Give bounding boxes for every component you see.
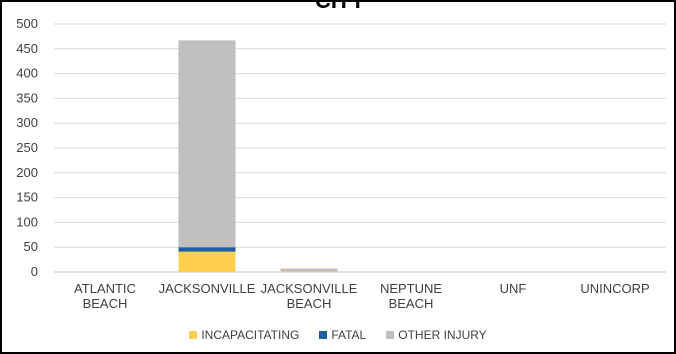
y-tick-label: 400: [16, 66, 38, 81]
legend: INCAPACITATING FATAL OTHER INJURY: [2, 328, 674, 342]
bar-segment: [178, 40, 236, 248]
x-tick-label: JACKSONVILLE BEACH: [261, 281, 358, 311]
legend-label: INCAPACITATING: [201, 328, 300, 342]
y-tick-label: 50: [24, 239, 38, 254]
legend-swatch: [319, 331, 328, 339]
legend-swatch: [189, 331, 198, 339]
y-tick-label: 300: [16, 115, 38, 130]
bar-segment: [178, 251, 236, 272]
legend-item: INCAPACITATING: [189, 328, 299, 342]
legend-item: FATAL: [319, 328, 366, 342]
y-tick-label: 200: [16, 165, 38, 180]
y-tick-label: 450: [16, 41, 38, 56]
chart-title: CITY: [314, 0, 366, 13]
y-tick-label: 250: [16, 140, 38, 155]
x-tick-label: UNINCORP: [580, 281, 649, 296]
legend-label: OTHER INJURY: [398, 328, 487, 342]
legend-swatch: [386, 331, 395, 339]
x-tick-label: NEPTUNE BEACH: [380, 281, 442, 311]
legend-item: OTHER INJURY: [386, 328, 487, 342]
x-tick-label: ATLANTIC BEACH: [74, 281, 136, 311]
y-tick-label: 350: [16, 90, 38, 105]
y-tick-label: 150: [16, 190, 38, 205]
legend-label: FATAL: [331, 328, 367, 342]
x-tick-label: UNF: [500, 281, 527, 296]
plot-area: 0 50 100 150 200 250 300 350 400 450 500 ATLANTIC BE…: [16, 16, 666, 311]
x-tick-label: JACKSONVILLE: [159, 281, 256, 296]
y-tick-label: 0: [31, 264, 38, 279]
bar-segment: [280, 268, 338, 272]
y-tick-label: 100: [16, 214, 38, 229]
bar-segment: [178, 247, 236, 252]
y-tick-label: 500: [16, 16, 38, 31]
